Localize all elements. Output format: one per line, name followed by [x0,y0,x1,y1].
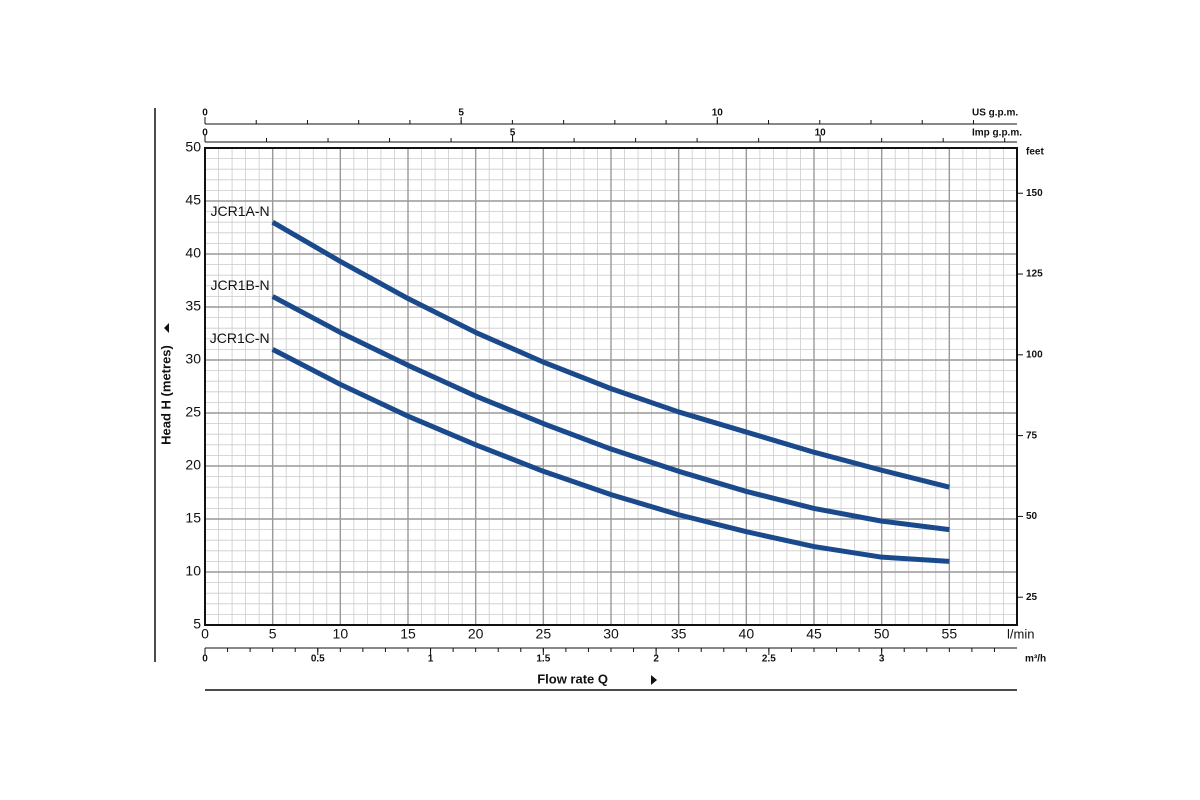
secondary-tick-label: 1.5 [536,654,550,665]
secondary-tick-label: 5 [510,128,516,139]
secondary-tick-label: 10 [815,128,827,139]
secondary-tick-label: 0 [202,128,208,139]
secondary-axis-unit: Imp g.p.m. [972,128,1022,139]
y-tick-label: 25 [185,404,201,420]
series-line [271,220,950,490]
series-label: JCR1C-N [210,330,270,346]
x-title: Flow rate Q [537,671,608,686]
x-tick-label: 40 [739,626,755,642]
x-tick-label: 25 [536,626,552,642]
series-label: JCR1A-N [211,203,270,219]
x-tick-label: 45 [806,626,822,642]
x-tick-label: 10 [333,626,349,642]
y-tick-label: 50 [185,139,201,155]
series-label: JCR1B-N [211,277,270,293]
y-tick-label: 5 [193,616,201,632]
secondary-tick-label: 0.5 [311,654,325,665]
y2-tick-label: 150 [1026,188,1043,199]
x-tick-label: 30 [603,626,619,642]
y-title-group: Head H (metres) [158,323,173,445]
y-tick-label: 45 [185,192,201,208]
secondary-tick-label: 2.5 [762,654,776,665]
secondary-tick-label: 10 [712,108,724,119]
series-line [271,347,950,564]
x-tick-label: 20 [468,626,484,642]
y2-unit: feet [1026,147,1044,158]
secondary-axis-unit: m³/h [1025,654,1046,665]
y2-tick-label: 125 [1026,269,1043,280]
x-tick-label: 50 [874,626,890,642]
y-tick-label: 20 [185,457,201,473]
secondary-tick-label: 3 [879,654,885,665]
secondary-tick-label: 0 [202,108,208,119]
series-line [271,294,950,533]
y2-tick-label: 50 [1026,511,1038,522]
secondary-tick-label: 2 [653,654,659,665]
y2-tick-label: 75 [1026,430,1038,441]
y-tick-label: 30 [185,351,201,367]
y-tick-label: 10 [185,563,201,579]
y-tick-label: 15 [185,510,201,526]
y-tick-label: 35 [185,298,201,314]
y-title-arrow [164,323,169,333]
x-tick-label: 15 [400,626,416,642]
secondary-tick-label: 1 [428,654,434,665]
y-title: Head H (metres) [158,345,173,445]
secondary-axis-unit: US g.p.m. [972,108,1018,119]
x-tick-label: 55 [942,626,958,642]
x-title-arrow [651,675,657,685]
x-tick-label: 5 [269,626,277,642]
y2-tick-label: 25 [1026,592,1038,603]
secondary-tick-label: 0 [202,654,208,665]
x-tick-label: 0 [201,626,209,642]
y-tick-label: 40 [185,245,201,261]
y2-tick-label: 100 [1026,349,1043,360]
secondary-tick-label: 5 [458,108,464,119]
x-unit: l/min [1007,626,1034,641]
plot-frame [204,147,1018,626]
x-tick-label: 35 [671,626,687,642]
